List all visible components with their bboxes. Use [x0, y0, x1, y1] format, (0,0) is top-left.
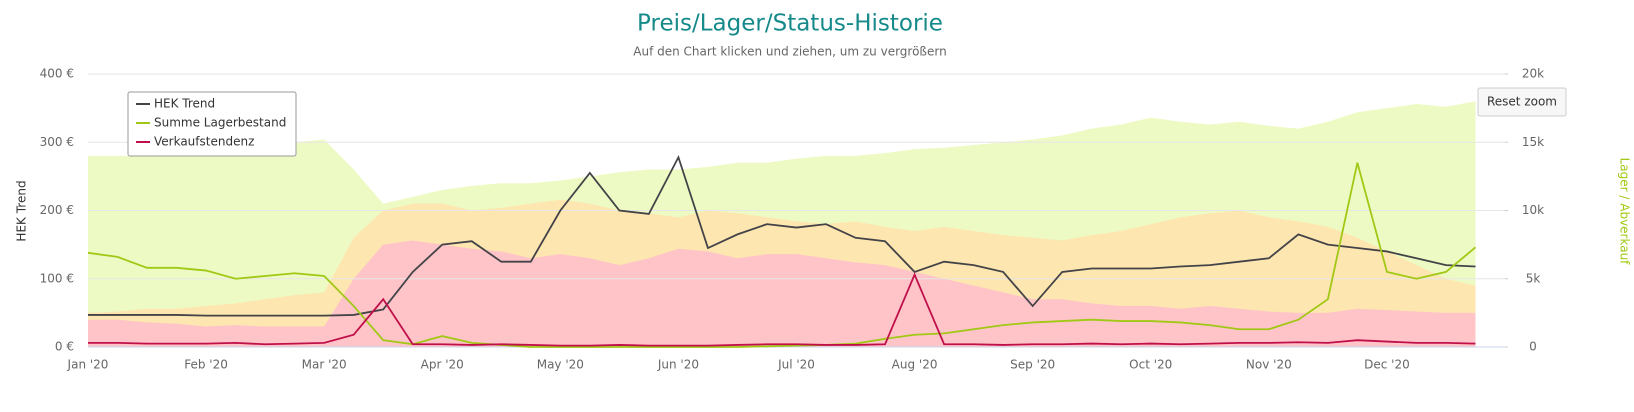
- line-series: [88, 272, 1476, 347]
- chart-subtitle: Auf den Chart klicken und ziehen, um zu …: [633, 45, 946, 59]
- legend-box: [127, 91, 297, 157]
- legend: HEK Trend Summe Lagerbestand Verkaufstende…: [127, 91, 297, 157]
- line-series: [87, 162, 1477, 348]
- button-bg[interactable]: [1477, 87, 1567, 117]
- button-label[interactable]: Reset zoom: [1487, 95, 1557, 109]
- y-tick-label: 300 €: [40, 135, 74, 149]
- y2-tick-label: 10k: [1522, 203, 1544, 217]
- x-tick-label: Jun '20: [657, 358, 699, 372]
- legend-label: Verkaufstendenz: [154, 135, 254, 149]
- y2-axis-title: Lager / Abverkauf: [1618, 158, 1632, 266]
- y2-tick-label: 0: [1529, 340, 1537, 354]
- chart-title: Preis/Lager/Status-Historie: [637, 11, 943, 37]
- y-tick-label: 200 €: [40, 203, 74, 217]
- x-tick-label: Apr '20: [421, 358, 464, 372]
- y2-tick-label: 5k: [1526, 271, 1541, 285]
- x-tick-label: May '20: [537, 358, 584, 372]
- y-tick-label: 400 €: [40, 67, 74, 81]
- y2-tick-label: 15k: [1522, 135, 1544, 149]
- reset-zoom-button[interactable]: Reset zoom: [1477, 87, 1567, 117]
- y-tick-label: 0 €: [55, 340, 74, 354]
- legend-label: Summe Lagerbestand: [154, 116, 286, 130]
- x-tick-label: Jul '20: [777, 358, 815, 372]
- x-tick-label: Feb '20: [184, 358, 228, 372]
- x-tick-label: Dec '20: [1364, 358, 1410, 372]
- y-axis-title: HEK Trend: [15, 180, 29, 241]
- line-series: [88, 154, 1476, 317]
- x-tick-label: Oct '20: [1129, 358, 1172, 372]
- y2-tick-label: 20k: [1522, 67, 1544, 81]
- x-tick-label: Nov '20: [1246, 358, 1292, 372]
- x-tick-label: Jan '20: [67, 358, 109, 372]
- x-tick-label: Mar '20: [302, 358, 347, 372]
- y-tick-label: 100 €: [40, 271, 74, 285]
- x-tick-label: Sep '20: [1010, 358, 1055, 372]
- legend-label: HEK Trend: [154, 97, 215, 111]
- x-tick-label: Aug '20: [892, 358, 938, 372]
